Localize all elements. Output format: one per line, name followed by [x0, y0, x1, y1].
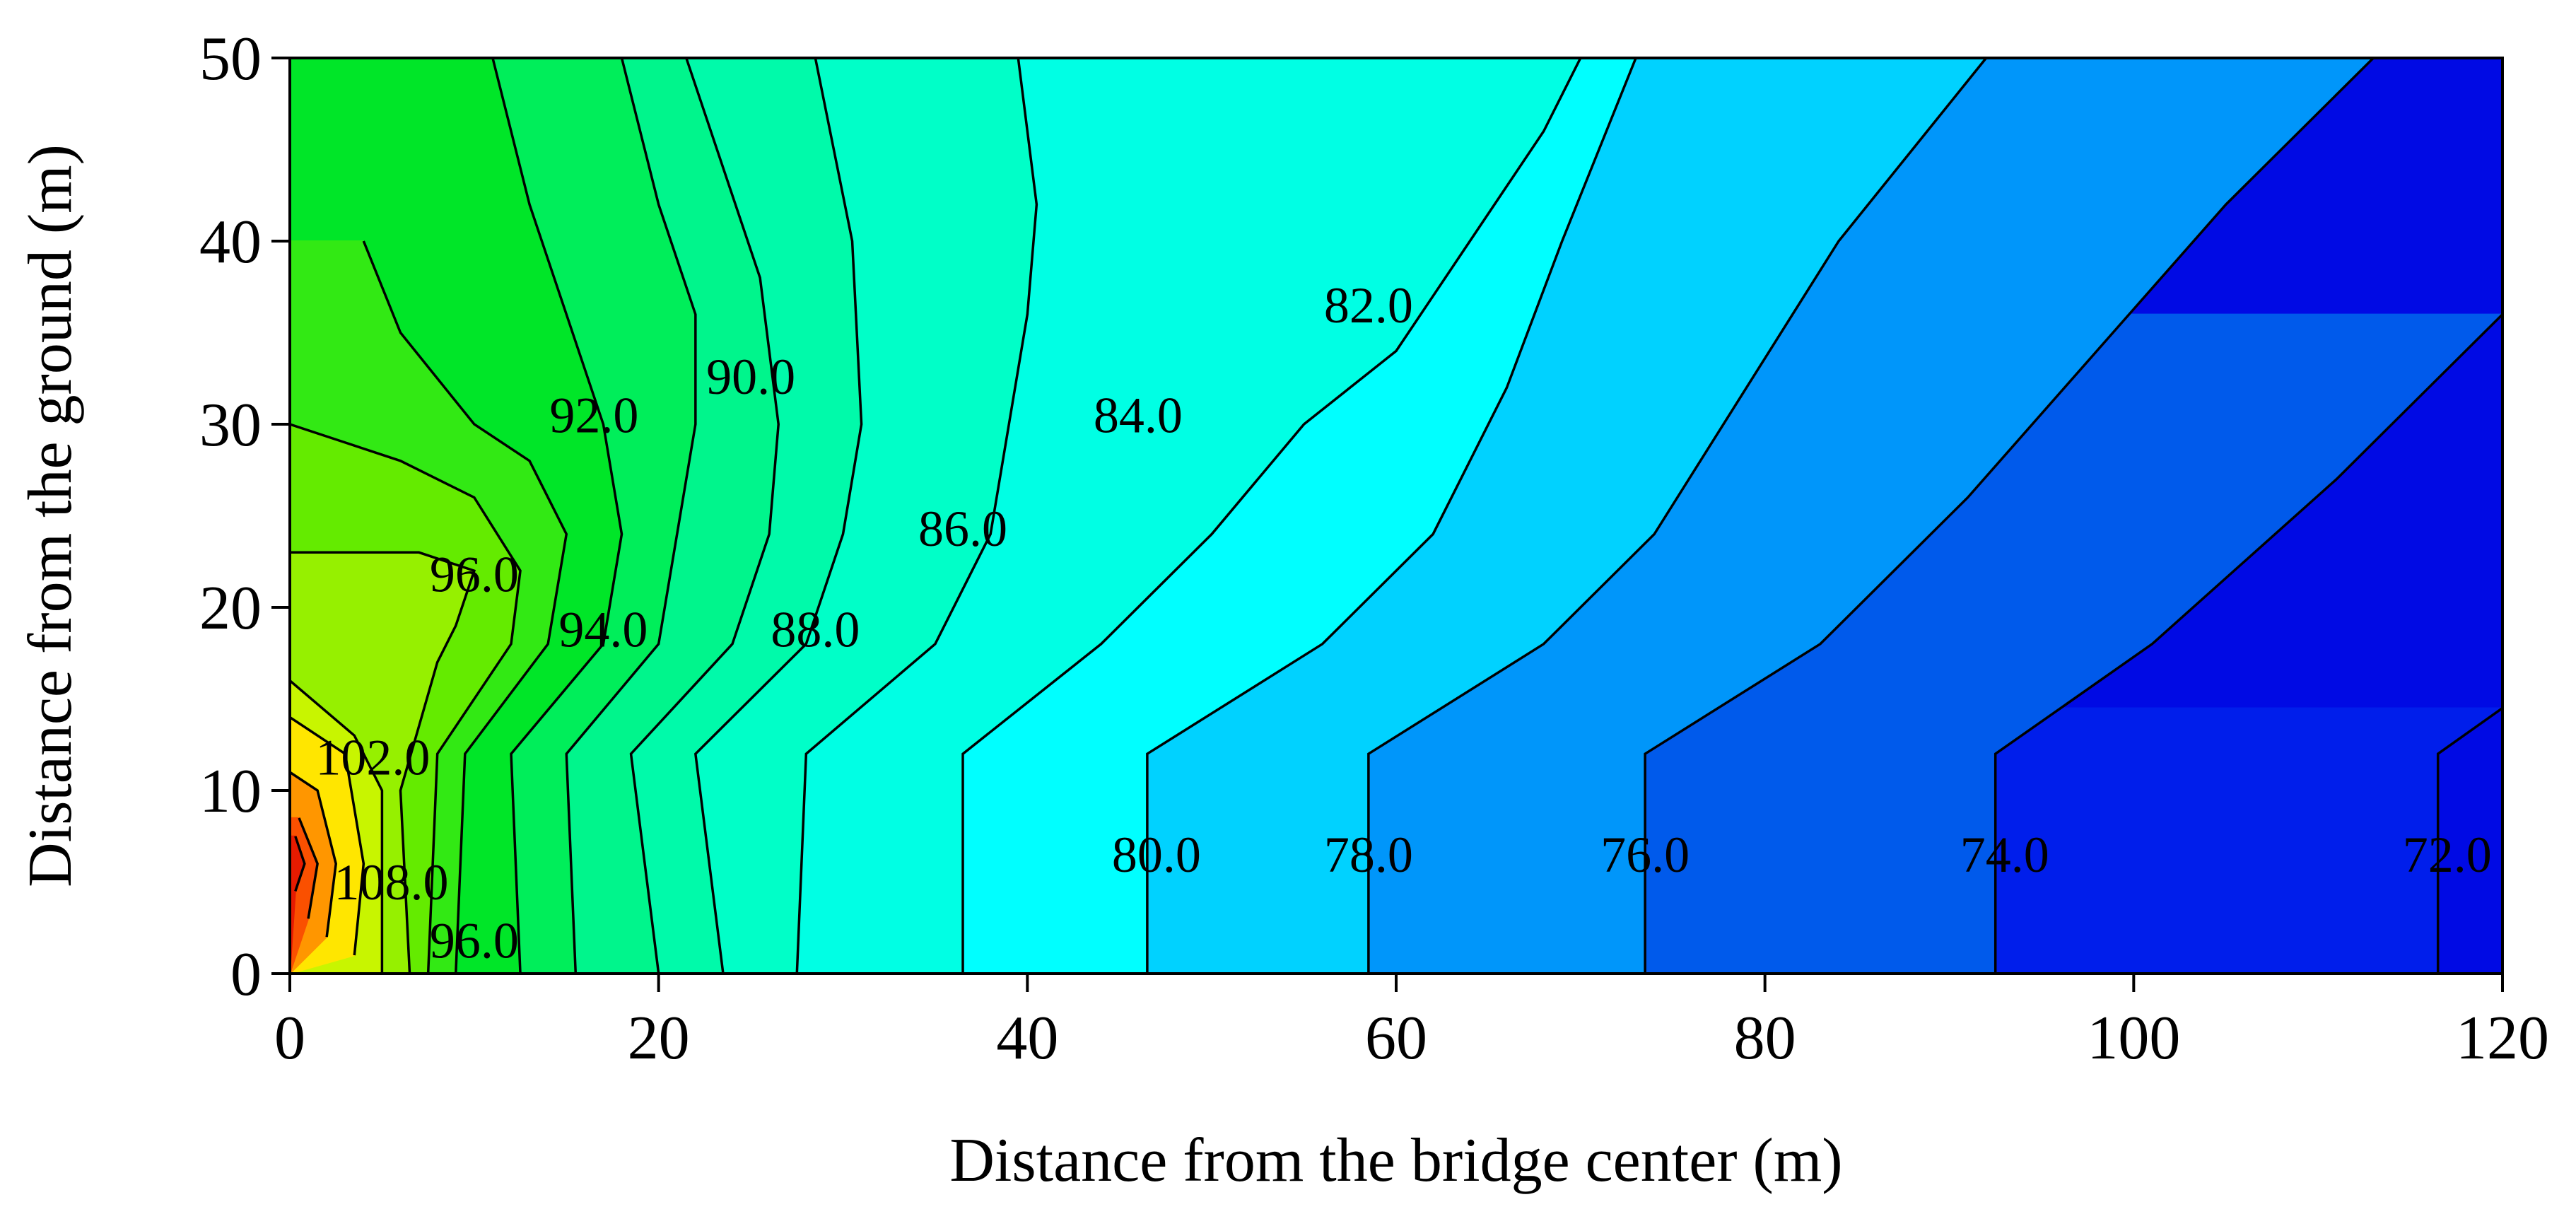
contour-label: 78.0: [1324, 827, 1413, 883]
contour-label: 76.0: [1600, 827, 1690, 883]
y-tick-label: 0: [230, 940, 262, 1009]
contour-line-100: [290, 679, 384, 974]
contour-line-94: [362, 240, 568, 974]
y-tick-label: 10: [199, 757, 262, 826]
contour-label: 108.0: [334, 854, 448, 911]
contour-line-82: [961, 58, 1582, 974]
contour-line-80: [1146, 58, 1637, 974]
x-tick-label: 20: [628, 1004, 690, 1073]
contour-fills: [290, 58, 2502, 974]
contour-label: 92.0: [549, 387, 638, 443]
contour-lines: [290, 58, 2502, 974]
contour-line-86: [693, 58, 863, 974]
y-tick-label: 20: [199, 574, 262, 643]
x-tick-label: 40: [996, 1004, 1058, 1073]
x-axis: 0 20 40 60 80 100 120: [274, 974, 2549, 1073]
x-axis-title: Distance from the bridge center (m): [949, 1126, 1842, 1195]
y-tick-label: 30: [199, 391, 262, 460]
y-tick-label: 40: [199, 208, 262, 276]
y-tick-label: 50: [199, 25, 262, 93]
contour-label: 96.0: [430, 913, 519, 969]
contour-line-88: [629, 58, 780, 974]
contour-label: 88.0: [771, 601, 860, 658]
contour-line-108: [294, 836, 306, 892]
contour-label: 86.0: [918, 501, 1007, 557]
contour-label: 74.0: [1960, 827, 2049, 883]
y-axis: 0 10 20 30 40 50: [199, 25, 290, 1009]
x-tick-label: 100: [2087, 1004, 2180, 1073]
contour-label: 72.0: [2403, 827, 2492, 883]
contour-line-72: [2436, 707, 2502, 974]
contour-line-96: [290, 423, 522, 974]
contour-label: 82.0: [1324, 277, 1413, 334]
contour-label: 80.0: [1112, 827, 1201, 883]
x-tick-label: 80: [1734, 1004, 1796, 1073]
contour-line-98: [290, 551, 476, 974]
contour-line-90: [565, 58, 697, 974]
contour-line-78: [1367, 58, 1988, 974]
x-tick-label: 0: [274, 1004, 305, 1073]
contour-label: 90.0: [706, 349, 795, 405]
x-tick-label: 60: [1365, 1004, 1427, 1073]
contour-line-76: [1644, 58, 2375, 974]
contour-label: 96.0: [430, 547, 519, 603]
contour-line-102: [290, 716, 365, 956]
contour-line-74: [1994, 313, 2502, 974]
contour-label: 84.0: [1094, 387, 1183, 443]
contour-labels: 102.0108.096.096.094.092.090.088.086.084…: [315, 277, 2491, 969]
contour-line-92: [491, 58, 623, 974]
contour-line-106: [298, 817, 319, 919]
contour-line-104: [290, 771, 337, 938]
contour-line-84: [795, 58, 1038, 974]
contour-label: 94.0: [558, 601, 648, 658]
x-tick-label: 120: [2456, 1004, 2549, 1073]
contour-label: 102.0: [315, 730, 430, 786]
y-axis-title: Distance from the ground (m): [16, 144, 85, 887]
